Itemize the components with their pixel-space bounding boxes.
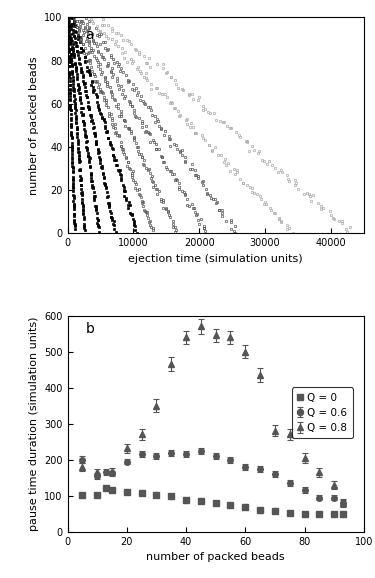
Legend: Q = 0, Q = 0.6, Q = 0.8: Q = 0, Q = 0.6, Q = 0.8 bbox=[292, 387, 352, 438]
X-axis label: ejection time (simulation units): ejection time (simulation units) bbox=[128, 254, 303, 264]
Y-axis label: pause time duration (simulation units): pause time duration (simulation units) bbox=[28, 316, 39, 531]
Y-axis label: number of packed beads: number of packed beads bbox=[29, 56, 39, 195]
Text: b: b bbox=[85, 322, 94, 336]
X-axis label: number of packed beads: number of packed beads bbox=[146, 552, 285, 562]
Text: a: a bbox=[85, 28, 94, 42]
